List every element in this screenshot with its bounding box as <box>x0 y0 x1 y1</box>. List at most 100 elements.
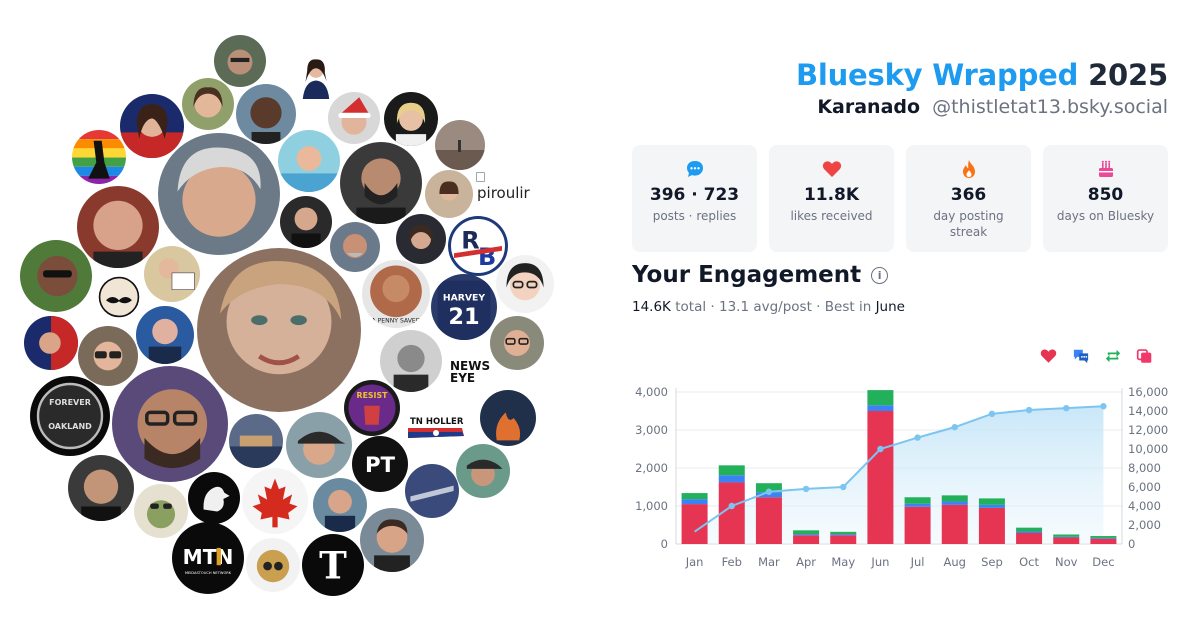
cake-icon <box>1043 159 1168 179</box>
avatar[interactable] <box>188 472 240 524</box>
svg-text:OAKLAND: OAKLAND <box>48 422 92 431</box>
stat-value: 396 · 723 <box>649 185 740 205</box>
avatar[interactable] <box>78 326 138 386</box>
replies-toggle-reply-icon[interactable] <box>1072 348 1090 364</box>
reposts-toggle-repost-icon[interactable] <box>1104 348 1122 364</box>
replies-bar <box>830 534 857 536</box>
user-handle[interactable]: @thistletat13.bsky.social <box>932 96 1168 118</box>
avatar[interactable]: HARVEY 21 <box>431 274 497 340</box>
avatar[interactable] <box>68 455 134 521</box>
avatar[interactable] <box>294 52 338 102</box>
replies-bar <box>1090 537 1117 539</box>
reposts-bar <box>830 531 857 535</box>
x-tick-label: Jan <box>685 555 704 569</box>
replies-bar <box>904 503 931 507</box>
quotes-toggle-quote-icon[interactable] <box>1136 348 1154 364</box>
avatar[interactable] <box>328 92 380 144</box>
avatar[interactable] <box>425 170 473 218</box>
svg-text:A PENNY SAVED: A PENNY SAVED <box>371 318 420 325</box>
avatar[interactable] <box>136 306 194 364</box>
likes-toggle-heart-icon[interactable] <box>1040 348 1058 364</box>
left-tick-label: 3,000 <box>635 423 668 437</box>
engagement-total-label: total <box>675 299 707 315</box>
avatar[interactable] <box>456 444 510 498</box>
avatar[interactable]: RESIST <box>344 380 400 436</box>
engagement-title: Your Engagement <box>632 262 862 288</box>
avatar[interactable] <box>280 196 332 248</box>
x-tick-label: Dec <box>1092 555 1114 569</box>
info-icon[interactable]: i <box>871 266 889 284</box>
avatar[interactable] <box>286 412 352 478</box>
engagement-best-label: Best in <box>824 299 872 315</box>
avatar[interactable]: MTN MEIDASTOUCH NETWORK <box>172 522 244 594</box>
user-identity: Karanado @thistletat13.bsky.social <box>817 96 1168 118</box>
news-eye-logo[interactable]: NEWS EYE <box>450 359 491 385</box>
stat-card-streak: 366 day posting streak <box>906 145 1031 252</box>
avatar[interactable] <box>72 130 126 184</box>
avatar[interactable]: A PENNY SAVED <box>362 260 430 328</box>
reposts-bar <box>904 497 931 504</box>
tn-holler-logo[interactable]: TN HOLLER <box>406 414 466 442</box>
x-tick-label: Oct <box>1019 555 1039 569</box>
replies-bar <box>1053 536 1080 538</box>
avatar[interactable] <box>278 130 340 192</box>
display-name: Karanado <box>817 96 921 118</box>
avatar[interactable]: PT <box>352 436 408 492</box>
avatar[interactable] <box>480 390 536 446</box>
engagement-avg: 13.1 avg/post <box>718 299 812 315</box>
stats-row: 396 · 723 posts · replies 11.8K likes re… <box>632 145 1168 252</box>
avatar[interactable] <box>246 538 300 592</box>
avatar[interactable]: T <box>302 534 364 596</box>
avatar[interactable] <box>24 316 78 370</box>
likes-bar <box>830 535 857 544</box>
avatar[interactable] <box>236 84 296 144</box>
year-title: 2025 <box>1088 58 1168 92</box>
right-tick-label: 0 <box>1128 537 1135 551</box>
likes-bar <box>1090 538 1117 544</box>
avatar[interactable] <box>396 214 446 264</box>
avatar[interactable] <box>197 248 361 412</box>
svg-text:PT: PT <box>365 453 396 478</box>
brand-title: Bluesky Wrapped <box>795 58 1079 92</box>
avatar[interactable] <box>112 366 228 482</box>
chart-legend <box>1040 348 1154 364</box>
avatar[interactable] <box>92 270 146 324</box>
avatar[interactable] <box>214 35 266 87</box>
avatar[interactable] <box>229 414 283 468</box>
avatar[interactable] <box>20 240 92 312</box>
avatar[interactable] <box>242 468 308 534</box>
avatar[interactable] <box>496 255 554 313</box>
avatar[interactable] <box>330 222 380 272</box>
avatar[interactable] <box>405 464 459 518</box>
avatar[interactable] <box>134 484 188 538</box>
avatar[interactable]: FOREVER OAKLAND <box>30 376 110 456</box>
cumulative-area <box>694 406 1104 544</box>
avatar[interactable] <box>158 133 280 255</box>
stat-label: likes received <box>790 209 873 223</box>
likes-bar <box>681 504 708 544</box>
stat-value: 366 <box>950 185 987 205</box>
avatar[interactable] <box>380 330 442 392</box>
avatar[interactable] <box>384 92 438 146</box>
replies-bar <box>1016 531 1043 533</box>
cumulative-point <box>840 483 847 491</box>
reposts-bar <box>867 390 894 406</box>
engagement-summary: 14.6K total · 13.1 avg/post · Best in Ju… <box>632 299 905 315</box>
avatar[interactable] <box>360 508 424 572</box>
right-tick-label: 12,000 <box>1128 423 1168 437</box>
avatar[interactable] <box>182 78 234 130</box>
avatar[interactable] <box>435 120 485 170</box>
avatar[interactable] <box>490 316 544 370</box>
left-tick-label: 2,000 <box>635 461 668 475</box>
replies-bar <box>718 475 745 483</box>
avatar[interactable] <box>313 478 367 532</box>
avatar[interactable] <box>340 142 422 224</box>
likes-bar <box>941 504 968 544</box>
avatar[interactable] <box>77 186 159 268</box>
avatar[interactable] <box>144 246 200 302</box>
stat-card-posts: 396 · 723 posts · replies <box>632 145 757 252</box>
svg-text:RESIST: RESIST <box>357 391 389 400</box>
avatar[interactable] <box>120 94 184 158</box>
